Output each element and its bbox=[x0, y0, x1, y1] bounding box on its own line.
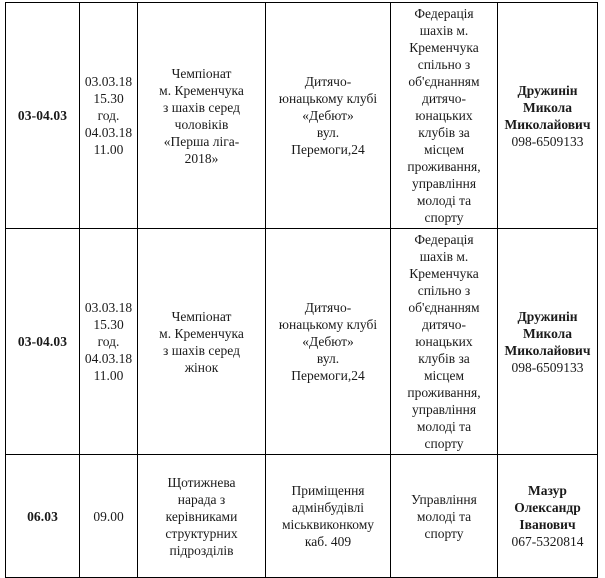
cell-responsible: Дружинін Микола Миколайович 098-6509133 bbox=[497, 228, 598, 455]
responsible-name: Мазур Олександр Іванович bbox=[514, 483, 581, 532]
cell-organizer: Управління молоді та спорту bbox=[390, 454, 498, 578]
responsible-name: Дружинін Микола Миколайович bbox=[504, 82, 591, 132]
schedule-table: 03-04.03 03.03.18 15.30 год. 04.03.18 11.00 … bbox=[5, 2, 598, 578]
cell-venue: Приміщення адмінбудівлі міськвиконкому каб.… bbox=[265, 454, 391, 578]
responsible-phone: 098-6509133 bbox=[511, 359, 584, 375]
responsible-name: Дружинін Микола Миколайович bbox=[504, 308, 591, 358]
cell-organizer: Федерація шахів м. Кременчука спільно з об'є… bbox=[390, 228, 498, 455]
cell-time: 03.03.18 15.30 год. 04.03.18 11.00 bbox=[79, 2, 138, 229]
cell-event: Щотижнева нарада з керівниками структурних п… bbox=[137, 454, 266, 578]
cell-event: Чемпіонат м. Кременчука з шахів серед жінок bbox=[137, 228, 266, 455]
cell-time: 09.00 bbox=[79, 454, 138, 578]
table-row: 03-04.03 03.03.18 15.30 год. 04.03.18 11.00 … bbox=[5, 2, 598, 229]
responsible-phone: 067-5320814 bbox=[511, 534, 584, 549]
cell-responsible: Дружинін Микола Миколайович 098-6509133 bbox=[497, 2, 598, 229]
cell-date: 03-04.03 bbox=[5, 2, 80, 229]
cell-responsible: Мазур Олександр Іванович 067-5320814 bbox=[497, 454, 598, 578]
cell-venue: Дитячо-юнацькому клубі «Дебют» вул. Перемог… bbox=[265, 2, 391, 229]
document-page: 03-04.03 03.03.18 15.30 год. 04.03.18 11.00 … bbox=[5, 2, 598, 578]
table-row: 03-04.03 03.03.18 15.30 год. 04.03.18 11.00 … bbox=[5, 228, 598, 455]
cell-organizer: Федерація шахів м. Кременчука спільно з об'є… bbox=[390, 2, 498, 229]
cell-venue: Дитячо-юнацькому клубі «Дебют» вул. Перемог… bbox=[265, 228, 391, 455]
cell-date: 06.03 bbox=[5, 454, 80, 578]
cell-time: 03.03.18 15.30 год. 04.03.18 11.00 bbox=[79, 228, 138, 455]
table-row: 06.03 09.00 Щотижнева нарада з керівниками… bbox=[5, 454, 598, 578]
cell-event: Чемпіонат м. Кременчука з шахів серед чолов… bbox=[137, 2, 266, 229]
cell-date: 03-04.03 bbox=[5, 228, 80, 455]
responsible-phone: 098-6509133 bbox=[511, 133, 584, 149]
